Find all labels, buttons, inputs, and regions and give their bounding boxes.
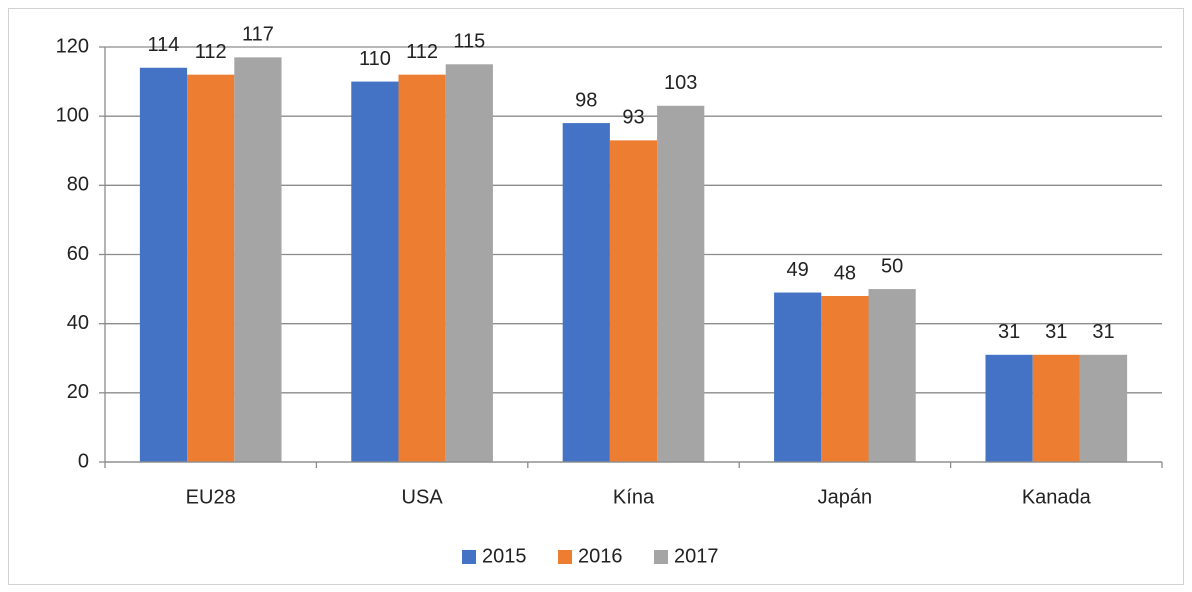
x-tick-label: EU28 (186, 486, 236, 508)
bar (1079, 354, 1128, 462)
bar (351, 81, 399, 462)
data-label: 31 (1092, 321, 1114, 343)
legend-label: 2016 (578, 545, 623, 567)
y-tick-label: 100 (56, 104, 89, 126)
data-label: 31 (1045, 321, 1067, 343)
legend-label: 2017 (674, 545, 719, 567)
data-label: 112 (195, 41, 227, 63)
x-tick-label: Japán (818, 486, 873, 508)
bar (562, 123, 610, 462)
bar (139, 67, 188, 462)
bar (774, 292, 822, 462)
bar (868, 289, 916, 462)
bar (985, 354, 1033, 462)
bar (187, 74, 235, 463)
data-label: 110 (359, 48, 391, 70)
bar (609, 140, 658, 462)
legend-swatch (558, 550, 572, 564)
bar (234, 57, 282, 462)
data-label: 93 (622, 107, 644, 129)
data-label: 48 (834, 262, 856, 284)
y-tick-label: 40 (67, 312, 89, 334)
y-tick-label: 60 (67, 243, 89, 265)
data-label: 112 (406, 41, 438, 63)
legend-swatch (654, 550, 668, 564)
bar (821, 296, 869, 462)
data-label: 114 (148, 34, 180, 56)
bar (445, 64, 493, 463)
bar (398, 74, 446, 463)
bar (657, 105, 705, 463)
data-label: 115 (453, 31, 485, 53)
y-tick-label: 0 (78, 450, 89, 472)
data-label: 103 (664, 72, 697, 94)
bar (1032, 354, 1080, 462)
x-tick-label: Kína (613, 486, 655, 508)
data-label: 117 (242, 24, 274, 46)
legend-swatch (462, 550, 476, 564)
y-tick-label: 20 (67, 381, 89, 403)
data-label: 49 (787, 259, 809, 281)
data-label: 50 (881, 255, 903, 277)
legend-label: 2015 (482, 545, 527, 567)
y-tick-label: 80 (67, 174, 89, 196)
data-label: 31 (998, 321, 1020, 343)
data-label: 98 (575, 89, 597, 111)
y-tick-label: 120 (56, 35, 89, 57)
x-tick-label: USA (402, 486, 444, 508)
x-tick-label: Kanada (1022, 486, 1092, 508)
